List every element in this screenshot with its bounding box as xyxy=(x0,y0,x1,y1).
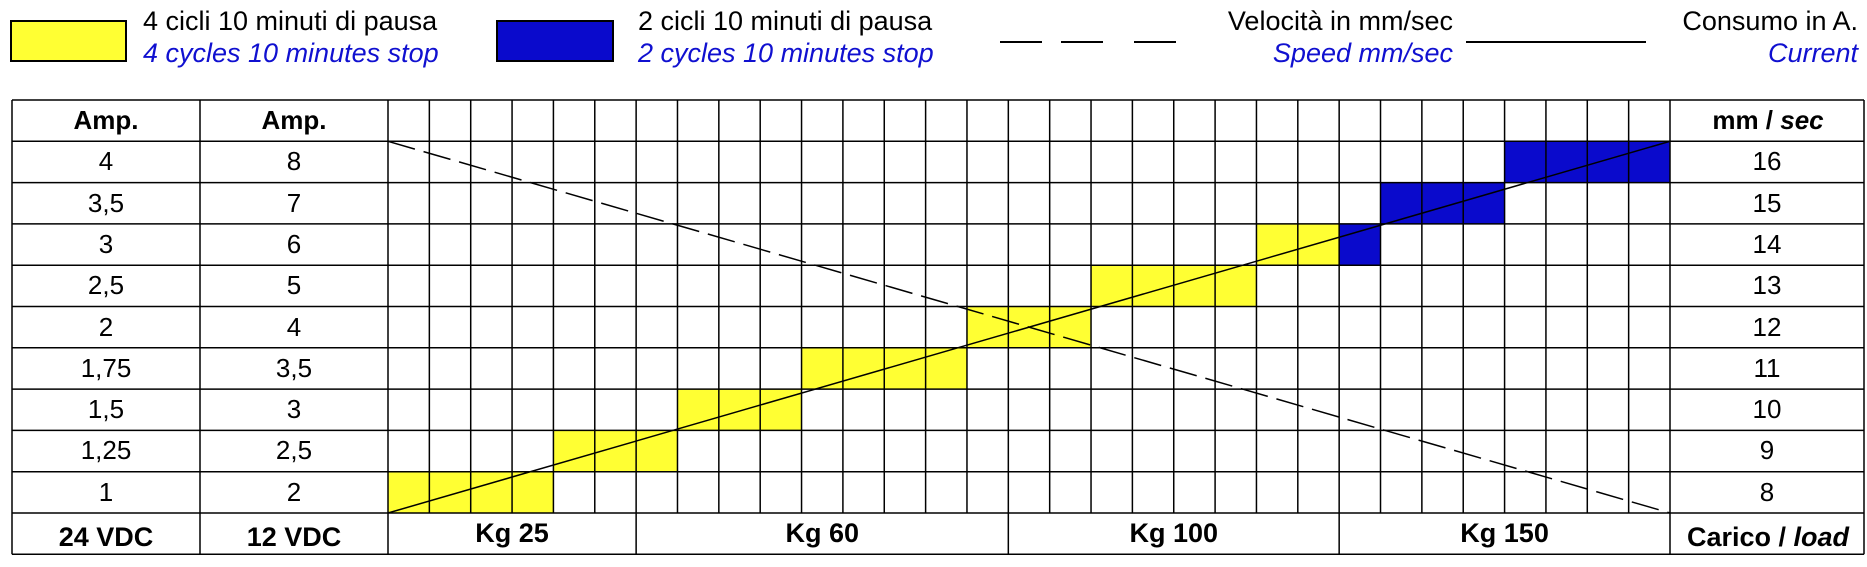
legend-dash-segment-1 xyxy=(1000,41,1042,43)
row-speed-6: 10 xyxy=(1752,394,1782,425)
band-8 xyxy=(1380,182,1505,224)
load-label-1: Kg 60 xyxy=(785,518,859,548)
row-amp24-6: 1,5 xyxy=(87,394,125,425)
load-label-0: Kg 25 xyxy=(475,518,549,548)
legend-blue-en: 2 cycles 10 minutes stop xyxy=(638,38,934,68)
legend-swatch-blue xyxy=(496,20,614,62)
footer-24vdc: 24 VDC xyxy=(58,522,154,552)
legend-solid-line xyxy=(1466,41,1646,43)
row-amp12-1: 7 xyxy=(286,187,302,218)
row-speed-8: 8 xyxy=(1759,476,1775,507)
legend-dash-segment-2 xyxy=(1061,41,1103,43)
header-speed-unit-b: sec xyxy=(1780,105,1824,135)
band-7 xyxy=(1339,223,1381,266)
row-speed-5: 11 xyxy=(1753,352,1781,383)
row-speed-7: 9 xyxy=(1759,435,1775,466)
row-amp24-8: 1 xyxy=(98,476,114,507)
row-amp24-1: 3,5 xyxy=(87,187,125,218)
row-amp12-0: 8 xyxy=(286,146,302,177)
band-1 xyxy=(553,430,678,472)
legend-swatch-yellow xyxy=(10,20,127,62)
row-amp12-6: 3 xyxy=(286,394,302,425)
row-amp24-2: 3 xyxy=(98,228,114,259)
legend-current-it: Consumo in A. xyxy=(1682,6,1858,36)
row-speed-2: 14 xyxy=(1752,228,1782,259)
speed-line xyxy=(387,140,1671,514)
row-amp12-4: 4 xyxy=(286,311,302,342)
legend-dash-segment-3 xyxy=(1134,41,1176,43)
legend-speed-it: Velocità in mm/sec xyxy=(1227,6,1453,36)
row-amp12-5: 3,5 xyxy=(275,352,313,383)
row-amp12-2: 6 xyxy=(286,228,302,259)
legend: 4 cicli 10 minuti di pausa 4 cycles 10 m… xyxy=(0,0,1867,80)
row-amp24-3: 2,5 xyxy=(87,270,125,301)
row-amp12-3: 5 xyxy=(286,270,302,301)
row-amp24-0: 4 xyxy=(98,146,114,177)
footer-12vdc: 12 VDC xyxy=(246,522,342,552)
header-speed-unit: mm / sec xyxy=(1672,100,1864,141)
footer-load: Carico / load xyxy=(1672,517,1864,558)
row-speed-1: 15 xyxy=(1752,187,1782,218)
legend-yellow-en: 4 cycles 10 minutes stop xyxy=(143,38,439,68)
load-label-2: Kg 100 xyxy=(1129,518,1218,548)
legend-blue-it: 2 cicli 10 minuti di pausa xyxy=(638,6,933,36)
row-speed-3: 13 xyxy=(1752,270,1782,301)
header-amp-12: Amp. xyxy=(261,105,327,135)
header-amp-24: Amp. xyxy=(73,105,139,135)
load-label-3: Kg 150 xyxy=(1460,518,1549,548)
row-amp12-7: 2,5 xyxy=(275,435,313,466)
legend-current-en: Current xyxy=(1767,38,1858,68)
header-speed-unit-a: mm / xyxy=(1712,105,1781,135)
row-amp12-8: 2 xyxy=(286,476,302,507)
legend-speed-en: Speed mm/sec xyxy=(1272,38,1453,68)
row-speed-4: 12 xyxy=(1752,311,1782,342)
legend-yellow-it: 4 cicli 10 minuti di pausa xyxy=(143,6,438,36)
row-amp24-5: 1,75 xyxy=(80,352,132,383)
row-speed-0: 16 xyxy=(1752,146,1782,177)
footer-carico: Carico / xyxy=(1686,522,1794,552)
row-amp24-7: 1,25 xyxy=(80,435,132,466)
row-amp24-4: 2 xyxy=(98,311,114,342)
footer-load-en: load xyxy=(1793,522,1850,552)
